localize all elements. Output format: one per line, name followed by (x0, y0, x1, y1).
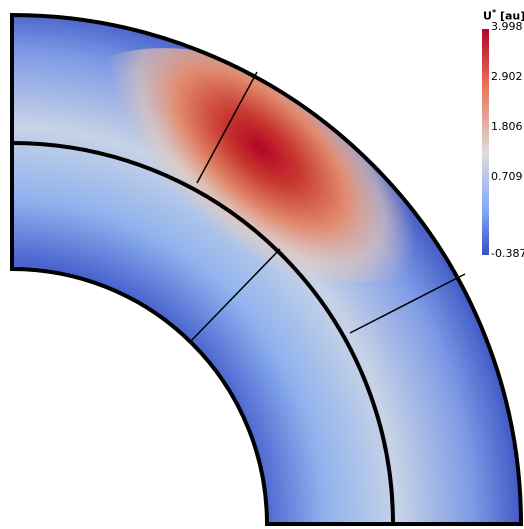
divider-inner-1 (190, 248, 281, 342)
divider-outer-2 (349, 273, 466, 334)
colorbar (482, 29, 489, 255)
colorbar-title: U* [au] (483, 8, 524, 23)
peak-region (68, 48, 456, 282)
colorbar-tick-min: -0.387 (491, 247, 524, 260)
colorbar-tick-max: 3.998 (491, 20, 523, 33)
layer-interface-arc (11, 141, 395, 525)
divider-outer-1 (196, 71, 258, 184)
colorbar-tick-2: 2.902 (491, 70, 523, 83)
domain-outline (10, 12, 524, 526)
colorbar-tick-4: 0.709 (491, 170, 523, 183)
colorbar-tick-3: 1.806 (491, 120, 523, 133)
